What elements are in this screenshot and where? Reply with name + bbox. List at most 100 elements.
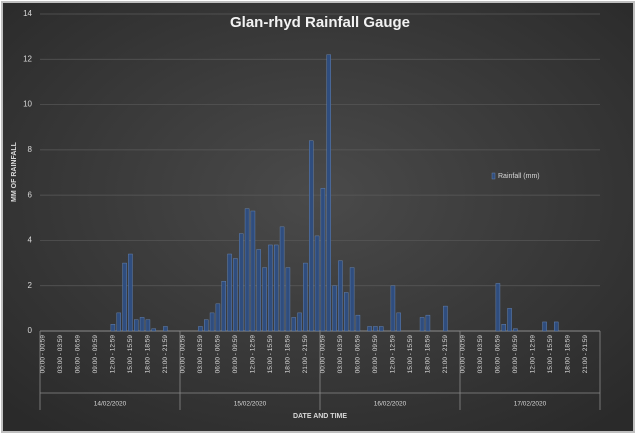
x-tick-label: 03:00 - 03:59 — [477, 335, 484, 374]
x-axis-label: DATE AND TIME — [293, 413, 347, 420]
group-label: 17/02/2020 — [514, 401, 547, 408]
group-label: 14/02/2020 — [94, 401, 127, 408]
bar — [390, 285, 396, 332]
legend-swatch — [491, 172, 496, 180]
x-tick-label: 18:00 - 18:59 — [425, 335, 432, 374]
bar — [116, 312, 121, 332]
bar — [309, 140, 314, 332]
x-tick-label: 12:00 - 12:59 — [250, 335, 257, 374]
bar — [145, 319, 151, 332]
bar — [338, 260, 343, 332]
x-tick-label: 15:00 - 15:59 — [407, 335, 414, 374]
x-tick-label: 21:00 - 21:59 — [302, 335, 309, 374]
bar — [139, 317, 145, 332]
bar — [239, 233, 244, 332]
bar — [204, 319, 209, 332]
x-tick-label: 15:00 - 15:59 — [267, 335, 274, 374]
x-tick-label: 12:00 - 12:59 — [110, 335, 117, 374]
y-tick-label: 12 — [23, 54, 32, 63]
bar — [198, 326, 203, 332]
x-tick-label: 21:00 - 21:59 — [162, 335, 169, 374]
bar — [122, 262, 127, 332]
bar — [367, 326, 372, 332]
x-tick-label: 09:00 - 09:59 — [512, 335, 519, 374]
bar — [326, 54, 331, 332]
bar — [151, 328, 156, 332]
bar — [291, 317, 296, 332]
x-tick-label: 06:00 - 06:59 — [495, 335, 502, 374]
x-tick-label: 09:00 - 09:59 — [372, 335, 379, 374]
bar — [209, 312, 215, 332]
bar — [128, 253, 133, 332]
bar — [373, 326, 378, 332]
y-tick-label: 0 — [28, 326, 33, 335]
x-tick-label: 06:00 - 06:59 — [355, 335, 362, 374]
bar — [297, 312, 302, 332]
bar — [233, 258, 238, 332]
bar — [425, 314, 431, 332]
bar — [110, 324, 116, 332]
x-tick-label: 12:00 - 12:59 — [390, 335, 397, 374]
bar — [215, 303, 221, 332]
bar — [256, 249, 261, 332]
x-tick-label: 06:00 - 06:59 — [75, 335, 82, 374]
bar — [349, 267, 355, 332]
bar — [443, 305, 448, 332]
y-tick-label: 10 — [23, 100, 32, 109]
x-tick-label: 09:00 - 09:59 — [92, 335, 99, 374]
y-tick-label: 8 — [28, 145, 33, 154]
bar — [163, 326, 168, 332]
bar — [320, 188, 326, 332]
x-tick-label: 21:00 - 21:59 — [582, 335, 589, 374]
bar — [303, 262, 308, 332]
y-tick-label: 14 — [23, 9, 32, 18]
bar — [513, 328, 518, 332]
x-tick-label: 06:00 - 06:59 — [215, 335, 222, 374]
x-tick-label: 15:00 - 15:59 — [547, 335, 554, 374]
bar — [501, 324, 506, 332]
group-label: 16/02/2020 — [374, 401, 407, 408]
y-tick-label: 2 — [28, 281, 33, 290]
legend-label: Rainfall (mm) — [498, 173, 540, 180]
bar — [355, 314, 361, 332]
x-tick-label: 03:00 - 03:59 — [337, 335, 344, 374]
x-tick-label: 00:00 - 00:59 — [40, 335, 47, 374]
x-tick-label: 09:00 - 09:59 — [232, 335, 239, 374]
bar — [495, 283, 501, 332]
bar — [332, 285, 337, 332]
bar — [396, 312, 401, 332]
x-tick-label: 03:00 - 03:59 — [197, 335, 204, 374]
bar — [268, 244, 273, 332]
x-tick-label: 03:00 - 03:59 — [57, 335, 64, 374]
x-tick-label: 15:00 - 15:59 — [127, 335, 134, 374]
bar — [262, 267, 267, 332]
x-tick-label: 00:00 - 00:59 — [180, 335, 187, 374]
bar — [134, 319, 139, 332]
bar — [250, 210, 256, 332]
group-label: 15/02/2020 — [234, 401, 267, 408]
y-tick-label: 4 — [28, 236, 33, 245]
x-tick-label: 12:00 - 12:59 — [530, 335, 537, 374]
bar — [221, 280, 226, 332]
bar — [507, 308, 512, 332]
chart-title: Glan-rhyd Rainfall Gauge — [230, 14, 410, 31]
x-tick-label: 00:00 - 00:59 — [460, 335, 467, 374]
bar — [244, 208, 250, 332]
bar — [542, 321, 547, 332]
bar — [379, 326, 384, 332]
x-tick-label: 18:00 - 18:59 — [285, 335, 292, 374]
x-tick-label: 21:00 - 21:59 — [442, 335, 449, 374]
bar — [285, 267, 291, 332]
bar — [554, 321, 559, 332]
x-tick-label: 18:00 - 18:59 — [145, 335, 152, 374]
bar — [314, 235, 320, 332]
x-tick-label: 18:00 - 18:59 — [565, 335, 572, 374]
x-tick-label: 00:00 - 00:59 — [320, 335, 327, 374]
bar — [227, 253, 232, 332]
bar — [274, 244, 279, 332]
y-axis-label: MM OF RAINFALL — [11, 141, 18, 202]
y-tick-label: 6 — [28, 190, 33, 199]
bar — [344, 292, 349, 332]
